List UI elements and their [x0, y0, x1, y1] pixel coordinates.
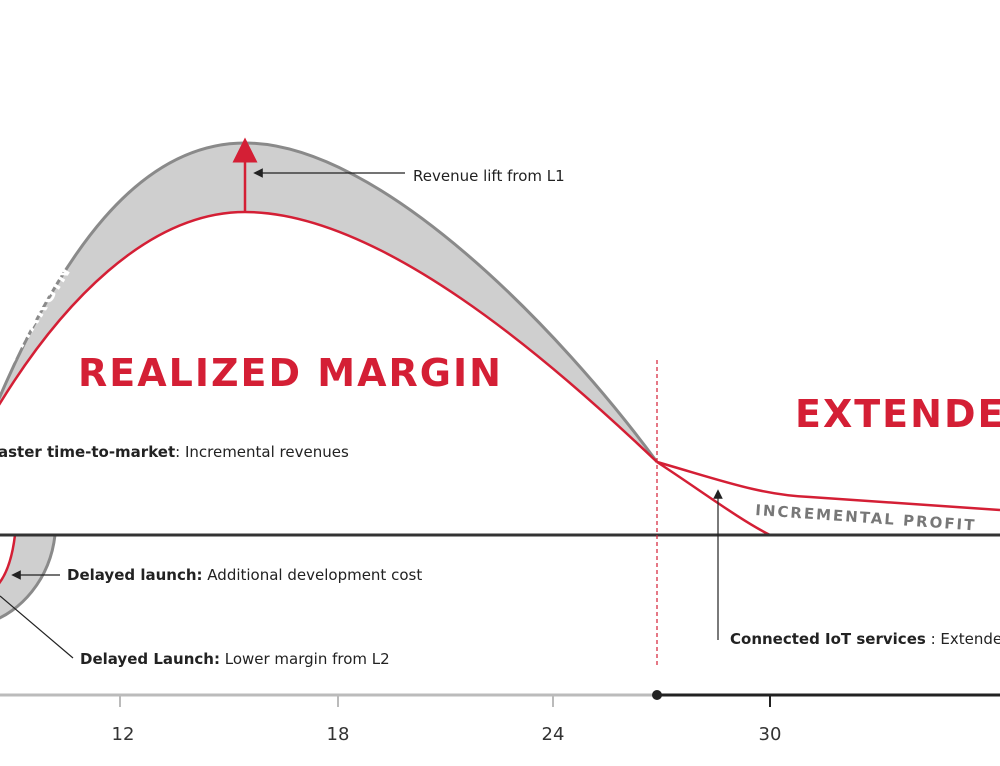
annotation-text: Lower margin from L2: [220, 650, 390, 668]
x-tick-label: 30: [759, 724, 782, 745]
band-label: N MARGIN: [0, 261, 76, 374]
annotation-bold: Connected IoT services: [730, 630, 926, 648]
extended-label: EXTENDE: [795, 392, 1000, 436]
loss-band: [0, 535, 55, 618]
annotation: Connected IoT services : Extende: [730, 630, 1000, 648]
annotation-bold: aster time-to-market: [0, 443, 175, 461]
lift-label: Revenue lift from L1: [413, 167, 565, 185]
annotation-text: Additional development cost: [203, 566, 423, 584]
extended-upper: [656, 460, 1000, 512]
annotation-text: : Incremental revenues: [175, 443, 349, 461]
axis-dot: [652, 690, 662, 700]
loss-outer: [0, 534, 57, 620]
annotation: Delayed launch: Additional development c…: [67, 566, 422, 584]
margin-band: [0, 143, 657, 462]
annotation-bold: Delayed launch:: [67, 566, 203, 584]
main-label: REALIZED MARGIN: [78, 351, 503, 395]
x-tick-label: 18: [327, 724, 350, 745]
pointer: [0, 595, 74, 659]
annotation-text: : Extende: [926, 630, 1000, 648]
x-tick-label: 24: [542, 724, 565, 745]
annotation-bold: Delayed Launch:: [80, 650, 220, 668]
realized-curve: [0, 210, 658, 463]
loss-inner: [0, 534, 17, 585]
annotation: Delayed Launch: Lower margin from L2: [80, 650, 390, 668]
x-tick-label: 12: [112, 724, 135, 745]
annotation: aster time-to-market: Incremental revenu…: [0, 443, 349, 461]
